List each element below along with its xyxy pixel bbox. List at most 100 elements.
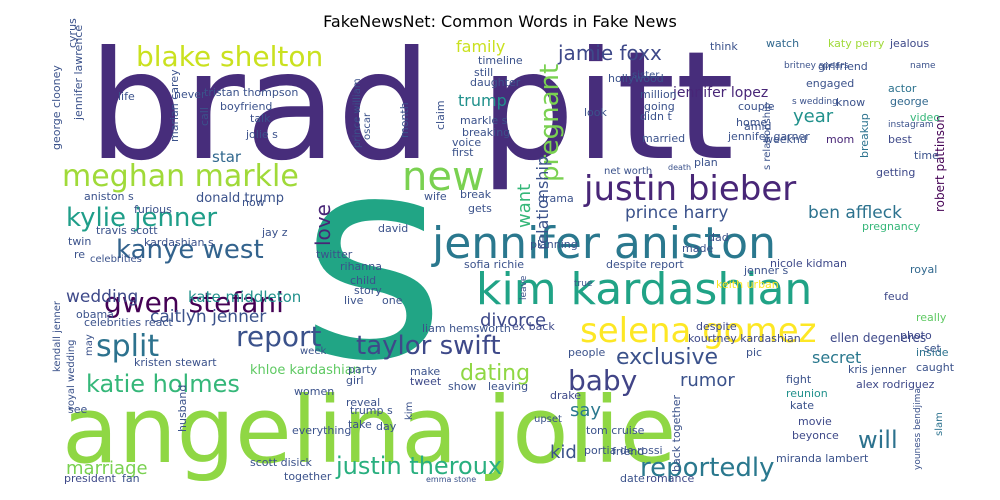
word-oscar: oscar: [362, 112, 373, 140]
word-home: home: [736, 116, 767, 129]
word-khloe-kardashian: khloe kardashian: [250, 363, 361, 378]
word-trump: trump: [458, 91, 507, 110]
word-tweet: tweet: [410, 375, 442, 388]
word-still: still: [474, 66, 493, 79]
word-wedding: wedding: [66, 287, 138, 307]
word-s-relationship: s relationship: [762, 103, 773, 170]
word-kate: kate: [790, 399, 814, 412]
word-split: split: [96, 329, 159, 364]
word-david: david: [378, 222, 408, 235]
word-president: president: [64, 472, 117, 485]
word-call: call: [198, 107, 211, 126]
word-show: show: [448, 380, 476, 393]
word-jealous: jealous: [889, 37, 929, 50]
word-planning: planning: [530, 238, 578, 251]
word-twin: twin: [68, 235, 91, 248]
word-liam-hemsworth: liam hemsworth: [422, 322, 511, 335]
word-kim: kim: [404, 402, 415, 420]
word-dad: dad: [708, 231, 729, 244]
word-jennifer-aniston: jennifer aniston: [431, 218, 776, 269]
word-million: million: [640, 88, 677, 101]
word-nicole-kidman: nicole kidman: [770, 257, 847, 270]
word-jenner-s: jenner s: [743, 264, 789, 277]
word-beyonce: beyonce: [792, 429, 839, 442]
word-couple: couple: [738, 100, 775, 113]
word-relationship: relationship: [533, 156, 552, 250]
word-story: story: [354, 284, 382, 297]
word-jay-z: jay z: [261, 226, 288, 239]
word-kris-jenner: kris jenner: [848, 363, 907, 376]
word-ellen-degeneres: ellen degeneres: [830, 331, 926, 345]
word-new: new: [402, 154, 485, 200]
word-fight: fight: [786, 373, 812, 386]
word-britney-spears: britney spears: [784, 61, 849, 71]
word-name: name: [910, 61, 936, 71]
word-know: know: [836, 96, 865, 109]
word-ex-back: ex back: [512, 320, 555, 333]
word-pregnancy: pregnancy: [862, 220, 921, 233]
word-ben-affleck: ben affleck: [808, 203, 902, 223]
word-set: set: [924, 342, 941, 355]
word-family: family: [456, 37, 505, 56]
word-engaged: engaged: [806, 77, 854, 90]
word-make: make: [410, 365, 440, 378]
word-trump-s: trump s: [350, 404, 393, 417]
word-together: together: [284, 470, 332, 483]
word-angelina-jolie: angelina jolie: [62, 377, 676, 484]
word-blake-shelton: blake shelton: [136, 40, 323, 73]
word-cyrus: cyrus: [66, 18, 79, 48]
word-jennifer-lawrence: jennifer lawrence: [72, 25, 85, 121]
word-pregnant: pregnant: [535, 64, 565, 182]
word-rumor: rumor: [680, 370, 735, 391]
word-youness-bendjima: youness bendjima: [913, 388, 923, 470]
word-royal: royal: [910, 263, 937, 276]
word-true: true: [574, 279, 593, 289]
word-time: time: [914, 149, 939, 162]
word-actor: actor: [888, 82, 917, 95]
word-women: women: [294, 385, 334, 398]
word-celebrities: celebrities: [90, 254, 142, 265]
word-child: child: [350, 274, 376, 287]
word-justin-bieber: justin bieber: [583, 169, 796, 209]
word-breakup: breakup: [858, 113, 871, 158]
word-year: year: [793, 106, 834, 127]
word-movie: movie: [798, 415, 832, 428]
word-celebrities-react: celebrities react: [84, 316, 173, 329]
word-tom-cruise: tom cruise: [586, 424, 645, 437]
word-secret: secret: [812, 348, 861, 367]
word-alex-rodriguez: alex rodriguez: [856, 378, 935, 391]
word-back-together: back together: [670, 395, 683, 472]
word-net-worth: net worth: [604, 166, 652, 177]
word-caught: caught: [916, 361, 955, 374]
word-now: now: [242, 196, 265, 209]
word-pic: pic: [746, 346, 762, 359]
word-romance: romance: [646, 472, 694, 485]
word-despite-report: despite report: [606, 258, 684, 271]
word-day: day: [376, 420, 397, 433]
word-photo: photo: [900, 329, 932, 342]
word-donald-trump: donald trump: [196, 191, 284, 206]
word-prince-william: prince william: [352, 78, 363, 148]
word-selena-gomez: selena gomez: [580, 311, 816, 351]
word-tristan-thompson: tristan thompson: [204, 86, 298, 99]
word-reunion: reunion: [786, 387, 828, 400]
word-will: will: [858, 426, 898, 454]
word-see: see: [68, 403, 87, 416]
word-timeline: timeline: [478, 54, 523, 67]
word-love: love: [311, 204, 335, 246]
word-furious: furious: [134, 203, 172, 216]
word-kardashian-s: kardashian s: [144, 236, 214, 249]
word-upset: upset: [534, 414, 562, 425]
word-reveal: reveal: [346, 396, 380, 409]
word-break: break: [460, 188, 492, 201]
word-divorce: divorce: [480, 310, 546, 331]
word-baby: baby: [568, 364, 637, 397]
word-jennifer-lopez: jennifer lopez: [672, 85, 768, 101]
word-breaking: breaking: [462, 126, 510, 139]
word-brad-pitt: brad pitt: [88, 20, 734, 194]
word-katy-perry: katy perry: [828, 37, 885, 50]
word-keith-urban: keith urban: [716, 278, 779, 291]
word-marian-carey: marian carey: [168, 69, 181, 142]
word-getting: getting: [876, 166, 915, 179]
word-gwen-stefani: gwen stefani: [104, 286, 284, 319]
